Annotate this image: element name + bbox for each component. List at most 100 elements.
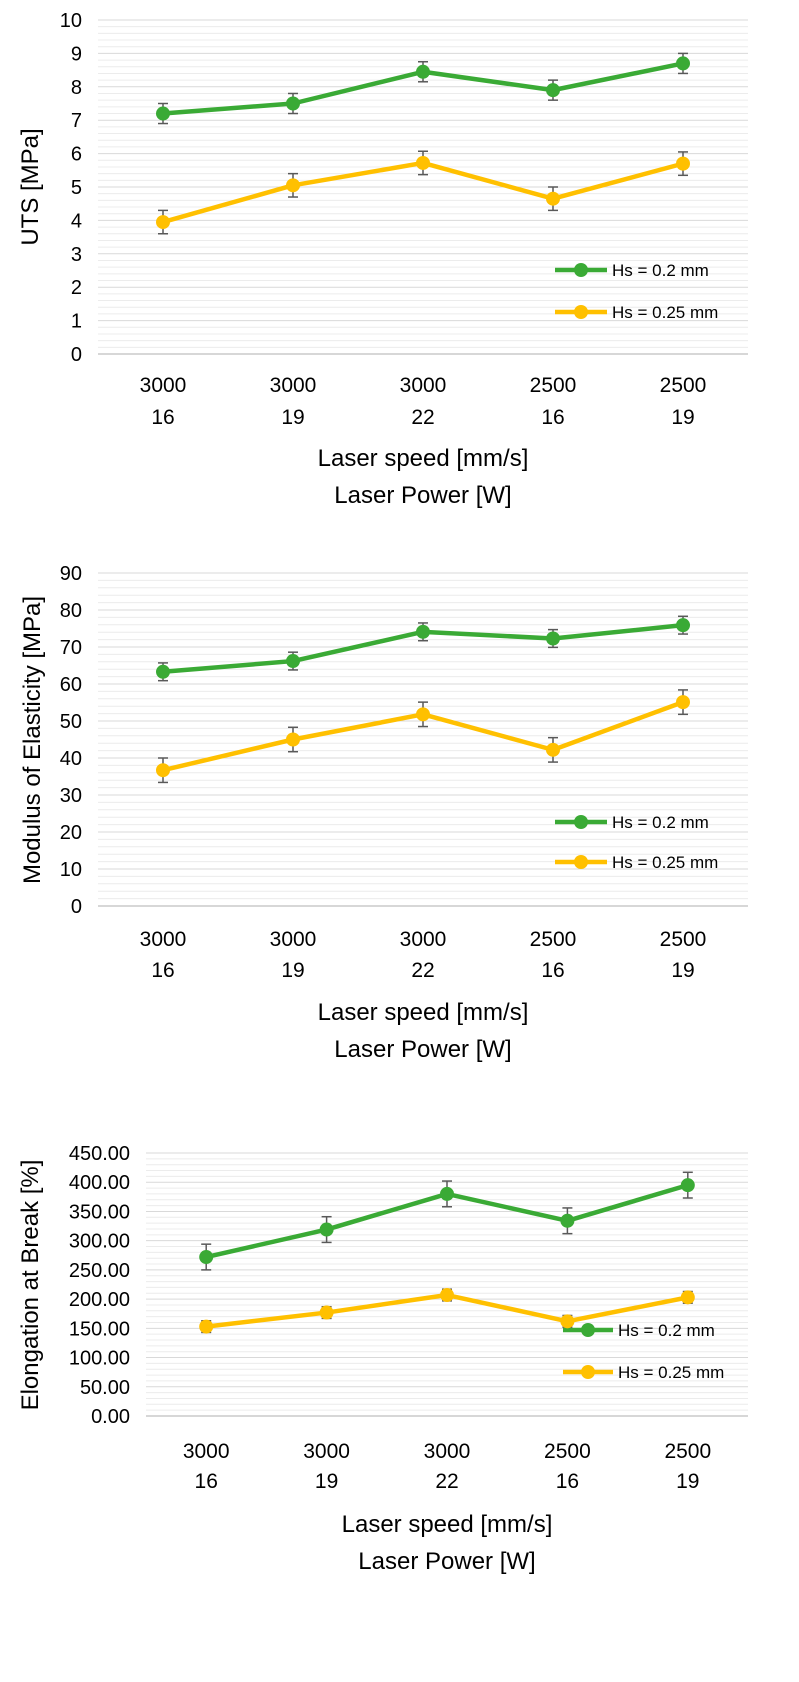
x-tick-label-speed: 3000: [183, 1440, 230, 1463]
y-tick-label: 200.00: [69, 1289, 130, 1311]
legend-marker: [581, 1323, 595, 1337]
x-tick-label-power: 16: [151, 959, 174, 982]
x-tick-label-power: 19: [671, 959, 694, 982]
x-tick-label-power: 16: [556, 1470, 579, 1493]
x-axis-label-speed: Laser speed [mm/s]: [342, 1511, 553, 1538]
uts-chart-svg: 0 1 2 3 4 5 6 7 8 9 10 UTS [MPa] 3000 16 3000 19 3000 22 2…: [17, 10, 748, 509]
x-tick-label-power: 16: [195, 1470, 218, 1493]
data-point: [546, 631, 560, 646]
x-tick-label-power: 19: [676, 1470, 699, 1493]
y-axis-label: Modulus of Elasticity [MPa]: [19, 596, 46, 884]
y-tick-label: 350.00: [69, 1201, 130, 1223]
x-tick-label-speed: 3000: [424, 1440, 471, 1463]
data-point: [546, 742, 560, 757]
x-tick-label-speed: 2500: [664, 1440, 711, 1463]
y-tick-label: 10: [60, 859, 82, 881]
legend-label: Hs = 0.25 mm: [612, 853, 718, 872]
legend-marker: [574, 263, 588, 277]
legend-label: Hs = 0.25 mm: [612, 303, 718, 322]
x-tick-label-power: 19: [315, 1470, 338, 1493]
x-tick-label-power: 16: [151, 406, 174, 429]
y-tick-label: 400.00: [69, 1172, 130, 1194]
y-tick-label: 50.00: [80, 1377, 130, 1399]
y-tick-label: 2: [71, 277, 82, 299]
y-tick-label: 0: [71, 344, 82, 366]
data-point: [319, 1222, 334, 1237]
legend-label: Hs = 0.25 mm: [618, 1363, 724, 1382]
legend-label: Hs = 0.2 mm: [618, 1321, 715, 1340]
x-tick-label-power: 22: [411, 406, 434, 429]
x-tick-label-power: 19: [671, 406, 694, 429]
data-point: [286, 178, 300, 193]
y-tick-label: 150.00: [69, 1318, 130, 1340]
y-tick-label: 0.00: [91, 1406, 130, 1428]
elongation-chart-svg: 0.00 50.00 100.00 150.00 200.00 250.00 300.00 3…: [17, 1143, 748, 1575]
y-tick-label: 4: [71, 210, 82, 232]
uts-chart: 0 1 2 3 4 5 6 7 8 9 10 UTS [MPa] 3000 16 3000 19 3000 22 2…: [0, 0, 799, 560]
data-point: [680, 1290, 695, 1305]
x-tick-label-speed: 3000: [140, 928, 187, 951]
legend-marker: [581, 1365, 595, 1379]
data-point: [286, 96, 300, 111]
data-point: [416, 707, 430, 722]
x-axis-label-power: Laser Power [W]: [358, 1548, 535, 1575]
x-tick-label-power: 22: [411, 959, 434, 982]
y-tick-label: 6: [71, 144, 82, 166]
y-tick-label: 90: [60, 563, 82, 585]
x-tick-label-speed: 2500: [660, 374, 707, 397]
y-tick-label: 7: [71, 110, 82, 132]
elongation-chart: 0.00 50.00 100.00 150.00 200.00 250.00 300.00 3…: [0, 1140, 799, 1682]
y-tick-label: 20: [60, 822, 82, 844]
x-tick-label-speed: 3000: [270, 928, 317, 951]
modulus-chart-svg: 0 10 20 30 40 50 60 70 80 90 Modulus of Elasticity…: [19, 563, 748, 1063]
data-point: [416, 624, 430, 639]
x-axis-label-speed: Laser speed [mm/s]: [318, 445, 529, 472]
data-point: [560, 1314, 575, 1329]
y-tick-label: 0: [71, 896, 82, 918]
x-tick-label-speed: 2500: [530, 374, 577, 397]
y-tick-label: 30: [60, 785, 82, 807]
x-tick-label-speed: 2500: [660, 928, 707, 951]
y-tick-label: 1: [71, 311, 82, 333]
x-tick-label-speed: 3000: [140, 374, 187, 397]
x-tick-label-speed: 2500: [544, 1440, 591, 1463]
legend-label: Hs = 0.2 mm: [612, 261, 709, 280]
y-tick-label: 80: [60, 600, 82, 622]
data-point: [560, 1213, 575, 1228]
y-axis-label: Elongation at Break [%]: [17, 1160, 44, 1411]
y-axis-label: UTS [MPa]: [17, 128, 44, 245]
legend-label: Hs = 0.2 mm: [612, 813, 709, 832]
data-point: [546, 191, 560, 206]
data-point: [199, 1250, 214, 1265]
data-point: [676, 56, 690, 71]
y-tick-label: 3: [71, 244, 82, 266]
x-tick-label-power: 19: [281, 406, 304, 429]
data-point: [156, 763, 170, 778]
data-point: [156, 664, 170, 679]
data-point: [156, 106, 170, 121]
data-point: [676, 156, 690, 171]
x-tick-label-speed: 3000: [400, 374, 447, 397]
x-tick-label-speed: 2500: [530, 928, 577, 951]
x-tick-label-speed: 3000: [303, 1440, 350, 1463]
data-point: [416, 155, 430, 170]
x-tick-label-speed: 3000: [270, 374, 317, 397]
x-tick-label-power: 19: [281, 959, 304, 982]
data-point: [416, 64, 430, 79]
y-tick-label: 50: [60, 711, 82, 733]
y-tick-label: 450.00: [69, 1143, 130, 1165]
data-point: [199, 1319, 214, 1334]
x-axis-label-power: Laser Power [W]: [334, 482, 511, 509]
x-axis-label-power: Laser Power [W]: [334, 1036, 511, 1063]
legend-marker: [574, 305, 588, 319]
y-tick-label: 40: [60, 748, 82, 770]
data-point: [319, 1305, 334, 1320]
data-point: [286, 654, 300, 669]
y-tick-label: 8: [71, 77, 82, 99]
y-tick-label: 100.00: [69, 1348, 130, 1370]
x-tick-label-power: 22: [435, 1470, 458, 1493]
y-tick-label: 10: [60, 10, 82, 32]
data-point: [440, 1288, 454, 1303]
y-tick-label: 60: [60, 674, 82, 696]
x-axis-label-speed: Laser speed [mm/s]: [318, 999, 529, 1026]
